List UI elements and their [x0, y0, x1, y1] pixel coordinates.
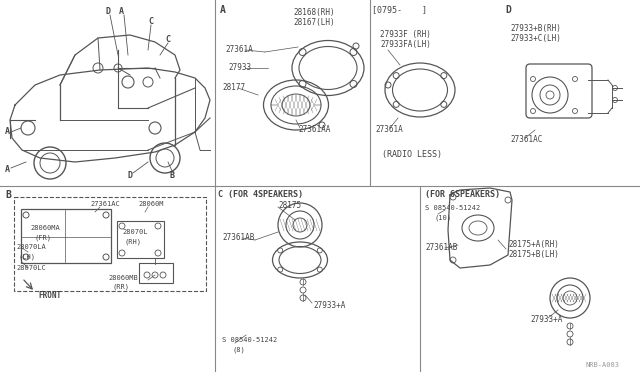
Text: A: A — [220, 5, 226, 15]
Text: C: C — [148, 17, 153, 26]
Text: NRB-A003: NRB-A003 — [585, 362, 619, 368]
Text: (RADIO LESS): (RADIO LESS) — [382, 151, 442, 160]
Text: (FOR 6SPEAKERS): (FOR 6SPEAKERS) — [425, 190, 500, 199]
Text: FRONT: FRONT — [38, 291, 61, 299]
Text: A: A — [5, 128, 10, 137]
Text: (RH): (RH) — [124, 239, 141, 245]
Text: 27933+B(RH): 27933+B(RH) — [510, 23, 561, 32]
Text: 27933: 27933 — [228, 64, 251, 73]
Text: C (FOR 4SPEAKERS): C (FOR 4SPEAKERS) — [218, 190, 303, 199]
Text: 27933FA(LH): 27933FA(LH) — [380, 41, 431, 49]
Text: 27933F (RH): 27933F (RH) — [380, 31, 431, 39]
Text: B: B — [170, 170, 175, 180]
Text: 27933+A: 27933+A — [313, 301, 346, 310]
Text: 28070L: 28070L — [122, 229, 147, 235]
Text: 27933+A: 27933+A — [530, 315, 563, 324]
Text: 28167(LH): 28167(LH) — [293, 17, 335, 26]
Text: B: B — [5, 190, 11, 200]
Text: 27361AC: 27361AC — [90, 201, 120, 207]
Text: 27361A: 27361A — [375, 125, 403, 135]
Text: 28175+A(RH): 28175+A(RH) — [508, 241, 559, 250]
Text: 27933+C(LH): 27933+C(LH) — [510, 33, 561, 42]
Text: A: A — [119, 7, 124, 16]
Text: 27361A: 27361A — [225, 45, 253, 55]
Text: 28060M: 28060M — [138, 201, 163, 207]
Text: S 08540-51242: S 08540-51242 — [222, 337, 277, 343]
Text: 28060MB: 28060MB — [108, 275, 138, 281]
Text: (LH): (LH) — [18, 254, 35, 260]
Text: 28168(RH): 28168(RH) — [293, 7, 335, 16]
Text: D: D — [505, 5, 511, 15]
Text: 28060MA: 28060MA — [30, 225, 60, 231]
Text: D: D — [105, 7, 110, 16]
Text: 28177: 28177 — [222, 83, 245, 93]
Text: (8): (8) — [232, 347, 244, 353]
Text: A: A — [5, 166, 10, 174]
Text: C: C — [165, 35, 170, 45]
Text: D: D — [128, 170, 133, 180]
Text: S 08540-51242: S 08540-51242 — [425, 205, 480, 211]
Text: 27361AB: 27361AB — [222, 234, 254, 243]
Text: (10): (10) — [435, 215, 452, 221]
Text: [0795-    ]: [0795- ] — [372, 6, 427, 15]
Text: 27361AB: 27361AB — [425, 244, 458, 253]
Text: (RR): (RR) — [112, 284, 129, 290]
Text: 28175+B(LH): 28175+B(LH) — [508, 250, 559, 260]
Text: 27361AA: 27361AA — [298, 125, 330, 135]
Text: 28070LC: 28070LC — [16, 265, 45, 271]
Text: 28070LA: 28070LA — [16, 244, 45, 250]
Text: 28175: 28175 — [278, 201, 301, 209]
Text: (FR): (FR) — [34, 235, 51, 241]
Text: 27361AC: 27361AC — [510, 135, 542, 144]
